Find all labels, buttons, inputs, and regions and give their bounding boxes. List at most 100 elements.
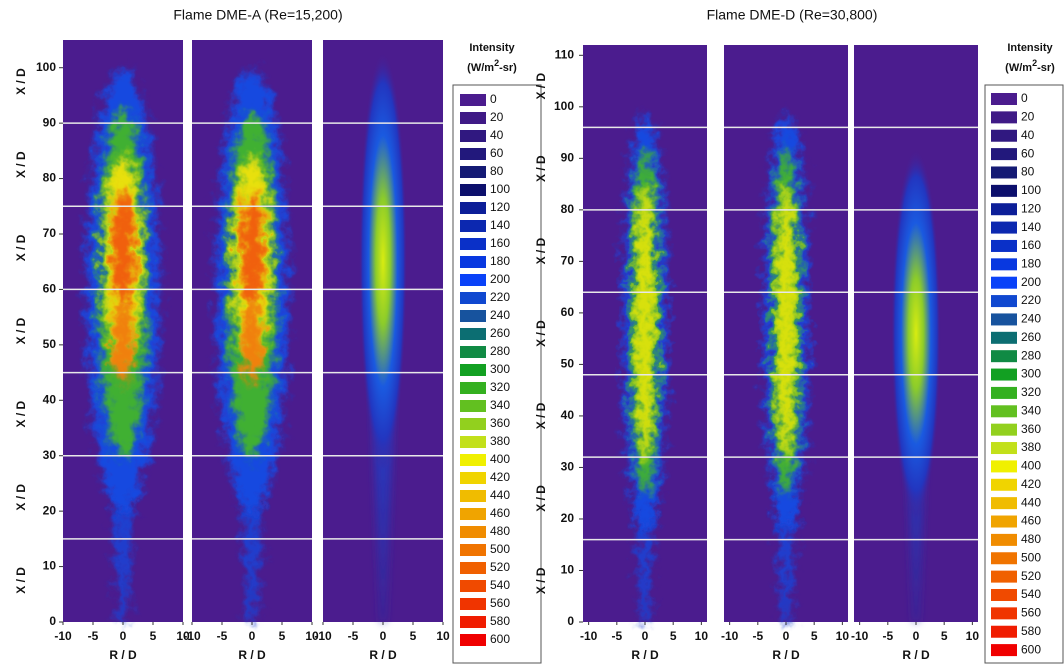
flame-hot (776, 183, 796, 461)
flame-turbulent (216, 69, 288, 622)
legend-swatch (460, 112, 486, 124)
legend-swatch (460, 202, 486, 214)
x-tick-label: 10 (176, 629, 190, 643)
legend-swatch (991, 93, 1017, 105)
legend-label: 340 (490, 398, 510, 412)
legend-swatch (991, 221, 1017, 234)
legend-label: 340 (1021, 403, 1041, 417)
legend-swatch (991, 386, 1017, 399)
legend-swatch (991, 368, 1017, 381)
legend-swatch (991, 405, 1017, 418)
flame-core (359, 51, 407, 471)
legend-swatch (991, 460, 1017, 473)
y-tick-label: 20 (43, 503, 57, 517)
legend-swatch (460, 454, 486, 466)
legend-swatch (460, 166, 486, 178)
y-tick-label: 50 (43, 337, 57, 351)
y-tick-label: 50 (561, 357, 575, 371)
legend-label: 60 (490, 146, 504, 160)
x-tick-label: 10 (305, 629, 319, 643)
x-tick-label: 10 (436, 629, 450, 643)
y-tick-label: 10 (43, 559, 57, 573)
flame-image (192, 40, 312, 622)
chart-title: Flame DME-D (Re=30,800) (707, 7, 878, 23)
legend-swatch (460, 634, 486, 646)
y-tick-label: 30 (43, 448, 57, 462)
x-tick-label: 5 (941, 629, 948, 643)
legend-swatch (991, 588, 1017, 601)
legend-swatch (460, 382, 486, 394)
flame-peak (240, 191, 264, 308)
legend-label: 420 (1021, 477, 1041, 491)
legend-swatch (460, 580, 486, 592)
legend-label: 420 (490, 470, 510, 484)
legend-label: 80 (1021, 165, 1035, 179)
legend-label: 300 (490, 362, 510, 376)
legend-label: 240 (1021, 312, 1041, 326)
x-axis-label: R / D (238, 648, 266, 662)
x-tick-label: 5 (150, 629, 157, 643)
y-axis-label: X / D (14, 151, 28, 178)
legend-label: 280 (1021, 348, 1041, 362)
legend-swatch (460, 328, 486, 340)
legend-label: 40 (1021, 128, 1035, 142)
x-tick-label: -10 (54, 629, 72, 643)
legend-swatch (460, 526, 486, 538)
flame-image (63, 40, 183, 622)
legend-label: 540 (490, 578, 510, 592)
legend-label: 600 (1021, 642, 1041, 656)
legend-label: 220 (1021, 293, 1041, 307)
legend-swatch (991, 148, 1017, 161)
y-tick-label: 70 (43, 226, 57, 240)
y-axis-label: X / D (14, 400, 28, 427)
x-axis-label: R / D (902, 648, 930, 662)
legend-swatch (460, 292, 486, 304)
legend-title: Intensity (1007, 42, 1053, 54)
legend-swatch (460, 490, 486, 502)
legend-swatch (991, 570, 1017, 583)
legend-swatch (991, 552, 1017, 565)
flame-turbulent (763, 114, 809, 622)
legend-label: 320 (1021, 385, 1041, 399)
legend-swatch (460, 562, 486, 574)
legend-unit: (W/m2-sr) (1005, 58, 1055, 74)
y-axis-label: X / D (534, 73, 548, 100)
flame-peak (241, 301, 263, 384)
flame-image (323, 40, 443, 622)
legend-swatch (991, 423, 1017, 436)
y-tick-label: 0 (567, 614, 574, 628)
flame-image (583, 45, 707, 622)
legend-label: 120 (1021, 201, 1041, 215)
legend-swatch (460, 184, 486, 196)
legend-label: 320 (490, 380, 510, 394)
y-tick-label: 10 (561, 563, 575, 577)
x-axis-label: R / D (369, 648, 397, 662)
flame-turbulent (87, 69, 159, 622)
legend-swatch (460, 400, 486, 412)
legend-label: 300 (1021, 367, 1041, 381)
legend-swatch (991, 607, 1017, 620)
y-tick-label: 80 (561, 202, 575, 216)
legend-label: 380 (1021, 440, 1041, 454)
flame-peak (112, 301, 134, 384)
legend-swatch (991, 203, 1017, 216)
x-tick-label: -5 (348, 629, 359, 643)
legend-label: 260 (1021, 330, 1041, 344)
legend-swatch (991, 239, 1017, 252)
legend-label: 140 (490, 218, 510, 232)
legend-swatch (460, 364, 486, 376)
legend-swatch (991, 295, 1017, 308)
legend-unit-part: 2 (1032, 58, 1037, 68)
legend-label: 60 (1021, 146, 1035, 160)
legend-swatch (460, 418, 486, 430)
legend-swatch (460, 238, 486, 250)
legend-label: 400 (1021, 459, 1041, 473)
legend-swatch (460, 544, 486, 556)
legend-unit-part: -sr) (499, 62, 517, 74)
x-tick-label: -10 (580, 629, 598, 643)
x-tick-label: -5 (752, 629, 763, 643)
y-tick-label: 60 (43, 282, 57, 296)
legend-label: 160 (490, 236, 510, 250)
x-axis-label: R / D (631, 648, 659, 662)
legend-label: 280 (490, 344, 510, 358)
